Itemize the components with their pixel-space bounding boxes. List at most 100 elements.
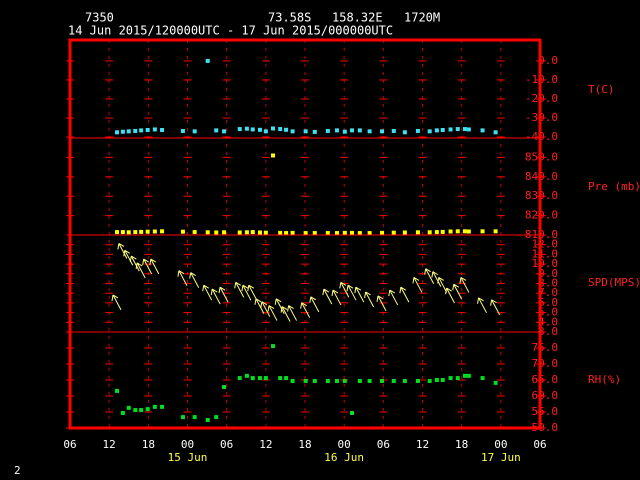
point xyxy=(120,129,125,134)
x-tick-label: 00 xyxy=(181,438,194,451)
wind-arrow xyxy=(287,305,298,321)
wind-arrow xyxy=(445,287,456,304)
point xyxy=(325,378,330,383)
wind-arrow xyxy=(247,284,258,301)
axis-title: RH(%) xyxy=(588,373,621,386)
point xyxy=(214,128,219,133)
wind-arrow xyxy=(399,286,410,303)
point xyxy=(271,126,276,131)
period: 14 Jun 2015/120000UTC - 17 Jun 2015/0000… xyxy=(68,24,393,38)
point xyxy=(434,128,439,133)
y-tick-label: 3.0 xyxy=(538,325,558,338)
plot-frame xyxy=(68,38,542,430)
x-tick-label: 18 xyxy=(298,438,311,451)
point xyxy=(427,378,432,383)
point xyxy=(271,344,276,349)
y-tick-label: 6.0 xyxy=(538,296,558,309)
wind-arrow xyxy=(354,286,365,303)
wind-arrow xyxy=(189,272,200,288)
wind-arrow xyxy=(459,277,470,293)
point xyxy=(205,418,210,422)
point xyxy=(145,407,150,412)
point xyxy=(120,230,125,235)
point xyxy=(334,231,339,236)
wind-arrow xyxy=(234,281,245,298)
point xyxy=(180,229,185,234)
point xyxy=(257,376,262,381)
point xyxy=(402,230,407,235)
point xyxy=(427,129,432,134)
point xyxy=(466,127,471,132)
y-tick-label: 8.0 xyxy=(538,277,558,290)
point xyxy=(342,230,347,235)
point xyxy=(244,126,249,131)
x-tick-label: 06 xyxy=(533,438,546,451)
point xyxy=(415,378,420,383)
y-tick-label: 7.0 xyxy=(538,286,558,299)
point xyxy=(434,378,439,382)
wind-arrow xyxy=(135,262,146,279)
point xyxy=(180,415,185,420)
wind-arrow xyxy=(376,295,387,312)
point xyxy=(434,230,439,235)
point xyxy=(466,229,471,234)
point xyxy=(448,127,453,132)
point xyxy=(244,373,249,378)
point xyxy=(462,127,467,132)
point xyxy=(271,153,276,158)
point xyxy=(402,130,407,135)
point xyxy=(342,129,347,134)
wind-arrow xyxy=(300,302,311,318)
point xyxy=(391,378,396,383)
point xyxy=(278,230,283,235)
x-tick-label: 18 xyxy=(455,438,468,451)
axis-title: T(C) xyxy=(588,83,615,96)
point xyxy=(237,230,242,235)
wind-arrow xyxy=(254,298,265,315)
point xyxy=(133,230,138,235)
point xyxy=(350,128,354,133)
point xyxy=(357,231,362,236)
point xyxy=(448,229,453,234)
wind-arrow xyxy=(218,286,229,303)
x-tick-label: 06 xyxy=(220,438,233,451)
point xyxy=(462,373,467,378)
point xyxy=(367,231,372,236)
wind-arrow xyxy=(437,277,448,293)
wind-arrow xyxy=(490,299,501,315)
point xyxy=(257,230,262,235)
wind-arrow xyxy=(149,258,160,275)
wind-arrow xyxy=(452,283,463,300)
point xyxy=(462,229,467,234)
point xyxy=(380,378,385,383)
point xyxy=(415,230,420,235)
point xyxy=(205,230,210,235)
wind-arrow xyxy=(431,271,442,287)
point xyxy=(152,404,157,409)
point xyxy=(380,129,385,134)
point xyxy=(250,127,255,132)
point xyxy=(263,230,268,235)
y-tick-label: 5.0 xyxy=(538,306,558,319)
point xyxy=(126,230,131,235)
page-number: 2 xyxy=(14,464,21,477)
point xyxy=(250,376,255,381)
point xyxy=(493,130,498,135)
point xyxy=(455,376,460,381)
point xyxy=(493,229,498,234)
point xyxy=(380,230,385,235)
wind-arrow xyxy=(477,297,487,314)
point xyxy=(455,229,460,234)
x-tick-label: 06 xyxy=(377,438,390,451)
point xyxy=(180,128,185,133)
point xyxy=(237,376,242,381)
point xyxy=(222,129,227,134)
point xyxy=(334,128,339,133)
x-tick-label: 00 xyxy=(338,438,351,451)
point xyxy=(160,229,165,234)
point xyxy=(237,127,242,132)
point xyxy=(493,380,498,385)
point xyxy=(115,230,119,235)
point xyxy=(367,378,372,383)
